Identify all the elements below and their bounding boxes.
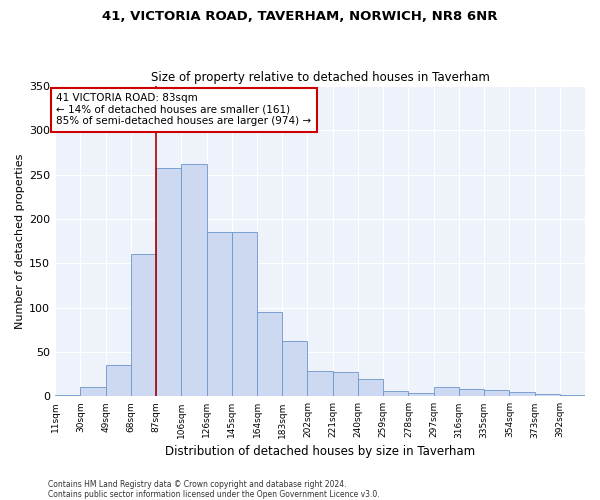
- Bar: [80, 388, 106, 396]
- Bar: [156, 168, 181, 396]
- Bar: [257, 312, 282, 396]
- Bar: [55, 394, 80, 396]
- Bar: [332, 372, 358, 396]
- Bar: [509, 392, 535, 396]
- Text: 41 VICTORIA ROAD: 83sqm
← 14% of detached houses are smaller (161)
85% of semi-d: 41 VICTORIA ROAD: 83sqm ← 14% of detache…: [56, 93, 311, 126]
- Title: Size of property relative to detached houses in Taverham: Size of property relative to detached ho…: [151, 70, 490, 84]
- Bar: [232, 232, 257, 396]
- Bar: [484, 390, 509, 396]
- Bar: [535, 394, 560, 396]
- Bar: [181, 164, 206, 396]
- Bar: [307, 372, 332, 396]
- Bar: [106, 366, 131, 396]
- Bar: [459, 389, 484, 396]
- Bar: [282, 342, 307, 396]
- Bar: [409, 393, 434, 396]
- Bar: [434, 388, 459, 396]
- Bar: [358, 378, 383, 396]
- Text: Contains HM Land Registry data © Crown copyright and database right 2024.: Contains HM Land Registry data © Crown c…: [48, 480, 347, 489]
- Bar: [131, 254, 156, 396]
- Text: Contains public sector information licensed under the Open Government Licence v3: Contains public sector information licen…: [48, 490, 380, 499]
- Bar: [383, 391, 409, 396]
- Bar: [206, 232, 232, 396]
- Text: 41, VICTORIA ROAD, TAVERHAM, NORWICH, NR8 6NR: 41, VICTORIA ROAD, TAVERHAM, NORWICH, NR…: [102, 10, 498, 23]
- X-axis label: Distribution of detached houses by size in Taverham: Distribution of detached houses by size …: [165, 444, 475, 458]
- Y-axis label: Number of detached properties: Number of detached properties: [15, 154, 25, 329]
- Bar: [560, 394, 585, 396]
